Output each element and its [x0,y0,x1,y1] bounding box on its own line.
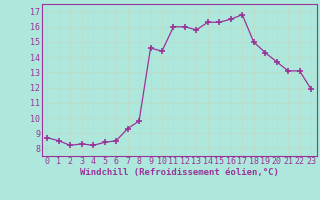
X-axis label: Windchill (Refroidissement éolien,°C): Windchill (Refroidissement éolien,°C) [80,168,279,177]
